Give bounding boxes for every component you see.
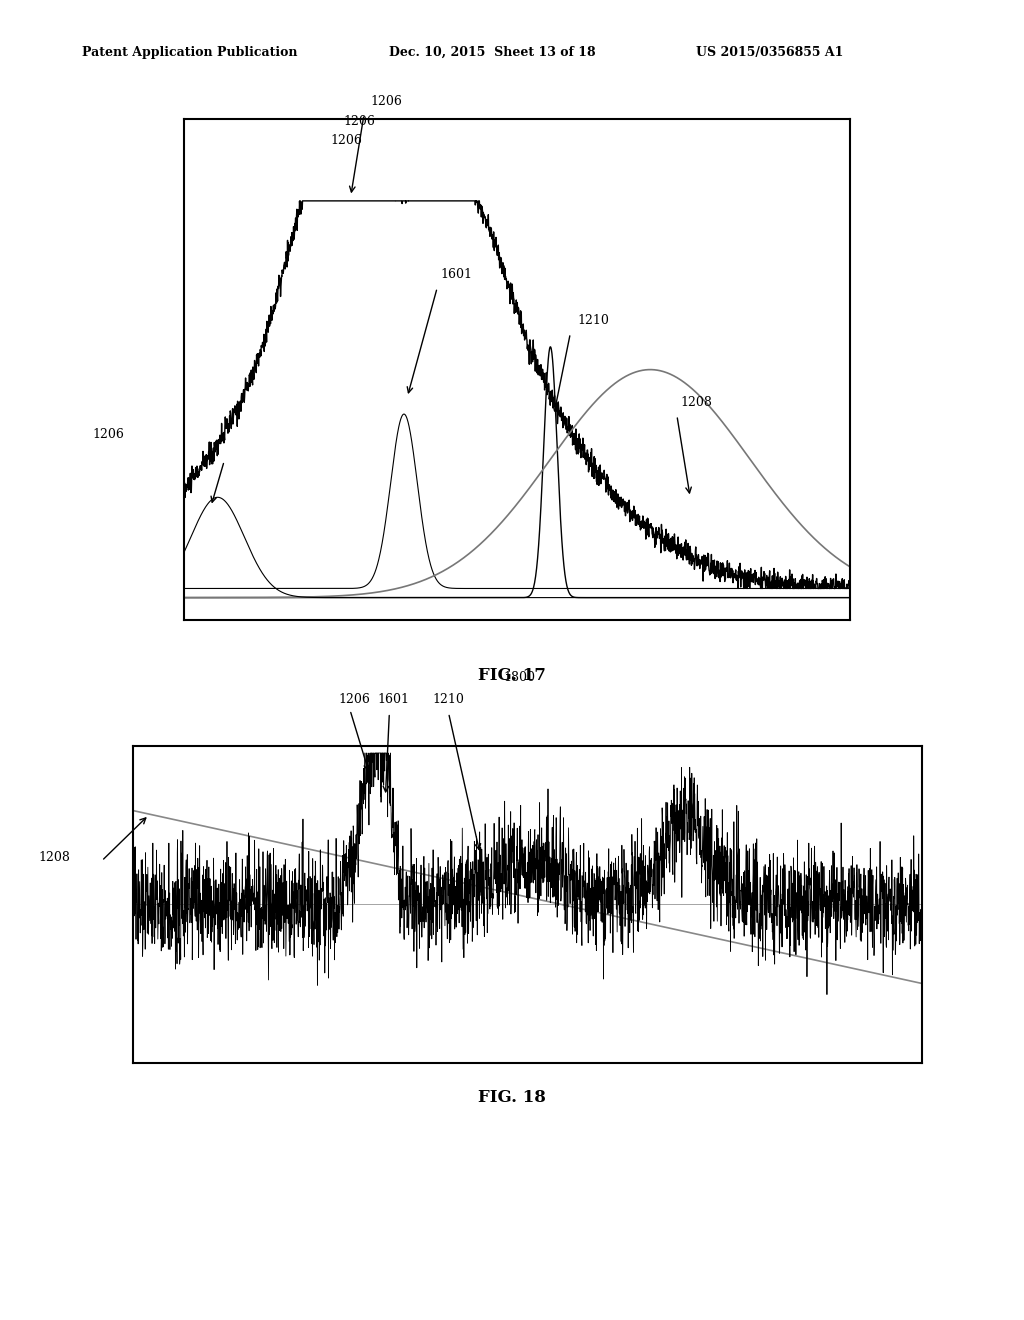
- Text: 1206: 1206: [331, 133, 362, 147]
- Text: 1601: 1601: [378, 693, 410, 706]
- Text: 1601: 1601: [440, 268, 473, 281]
- Text: 1800: 1800: [504, 671, 536, 684]
- Text: 1210: 1210: [578, 314, 609, 327]
- Text: 1206: 1206: [92, 428, 124, 441]
- Text: Patent Application Publication: Patent Application Publication: [82, 46, 297, 59]
- Text: 1210: 1210: [433, 693, 465, 706]
- Text: FIG. 17: FIG. 17: [478, 667, 546, 684]
- Text: Dec. 10, 2015  Sheet 13 of 18: Dec. 10, 2015 Sheet 13 of 18: [389, 46, 596, 59]
- Text: 1206: 1206: [338, 693, 370, 706]
- Text: 1208: 1208: [39, 851, 71, 865]
- Text: US 2015/0356855 A1: US 2015/0356855 A1: [696, 46, 844, 59]
- Text: 1206: 1206: [343, 115, 375, 128]
- Text: FIG. 18: FIG. 18: [478, 1089, 546, 1106]
- Text: 1206: 1206: [371, 95, 402, 108]
- Text: 1208: 1208: [680, 396, 712, 409]
